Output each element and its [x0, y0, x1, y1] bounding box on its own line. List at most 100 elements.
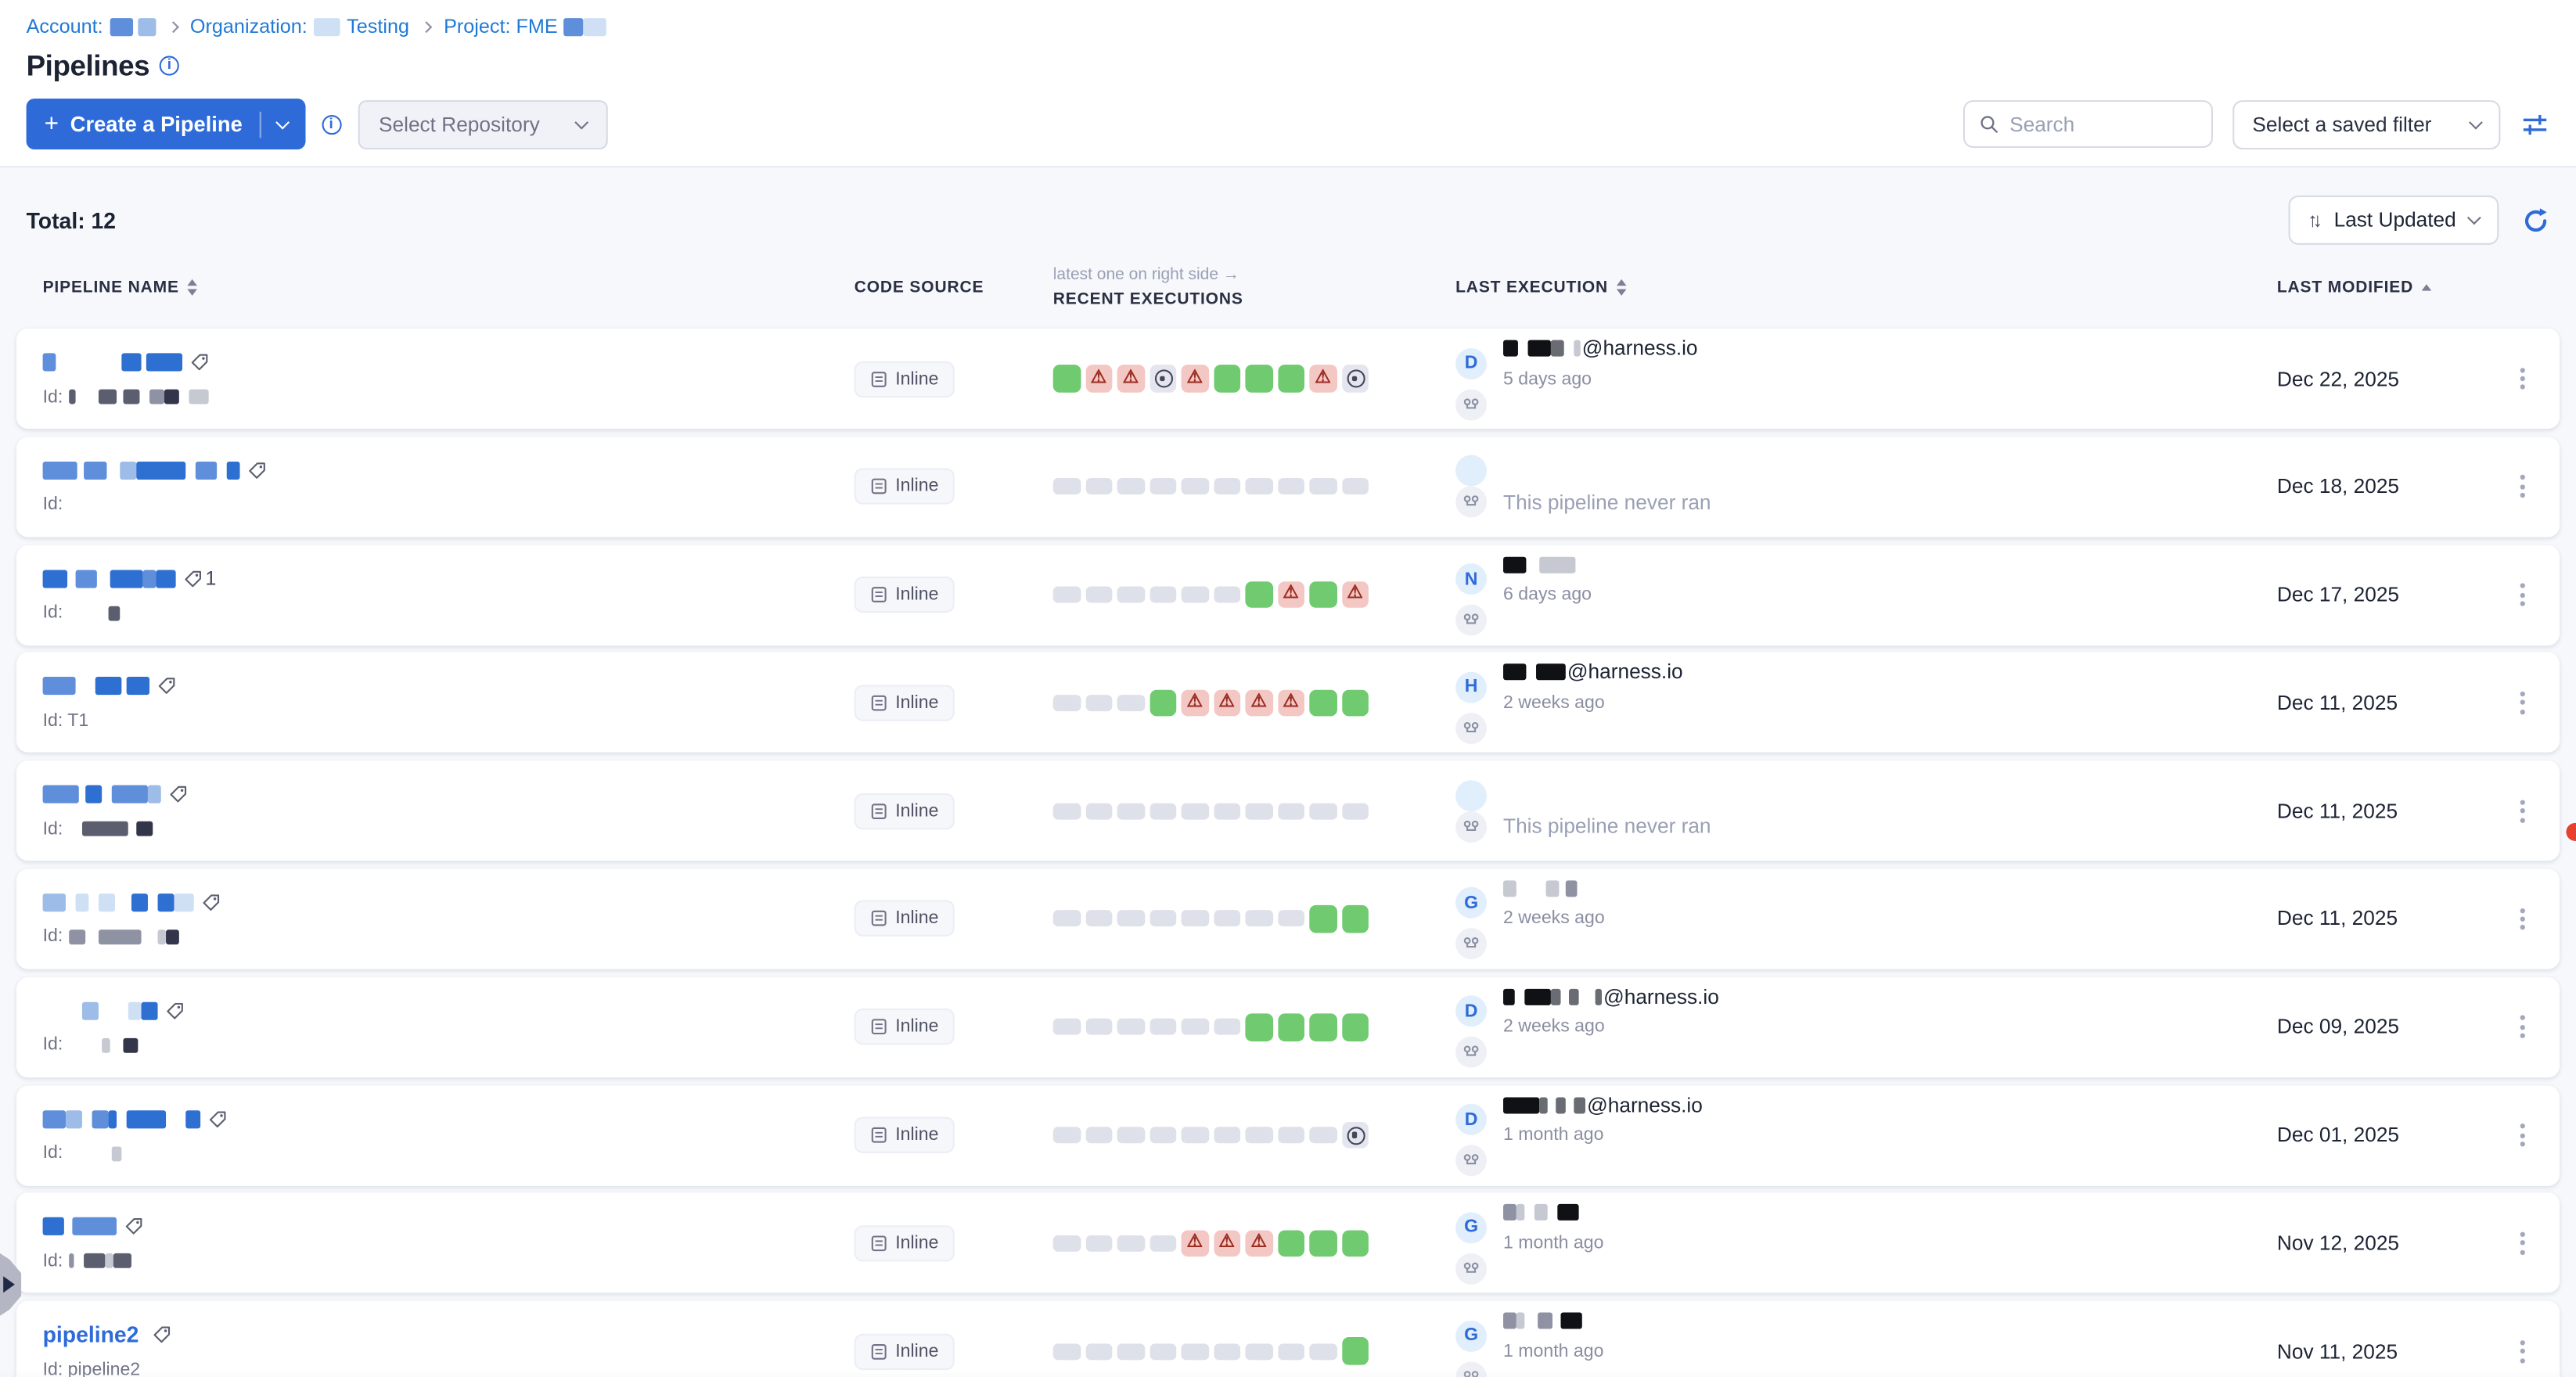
row-menu-button[interactable]: [2513, 685, 2531, 721]
pipeline-row[interactable]: 1 Id: Inline N 6 days ago: [16, 545, 2560, 645]
column-last-execution[interactable]: LAST EXECUTION: [1455, 279, 1608, 297]
last-modified-date: Dec 22, 2025: [2277, 367, 2399, 390]
execution-status-success[interactable]: [1341, 905, 1369, 933]
info-icon[interactable]: [160, 56, 179, 75]
sort-icon[interactable]: [187, 279, 197, 295]
execution-status-failed[interactable]: [1341, 581, 1369, 609]
pipeline-row[interactable]: Id: Inline D @harness.io 2 weeks ago: [16, 977, 2560, 1077]
last-execution-info: G 1 month ago: [1455, 1203, 2277, 1253]
filter-sliders-icon: [2520, 110, 2550, 139]
recent-executions-strip[interactable]: [1053, 1122, 1455, 1149]
execution-status-success[interactable]: [1309, 905, 1337, 933]
row-menu-button[interactable]: [2513, 1225, 2531, 1261]
execution-status-failed[interactable]: [1309, 365, 1337, 393]
execution-status-success[interactable]: [1341, 1338, 1369, 1365]
recent-executions-strip[interactable]: [1053, 1230, 1455, 1257]
recent-executions-strip[interactable]: [1053, 479, 1455, 495]
column-last-modified[interactable]: LAST MODIFIED: [2277, 279, 2413, 297]
search-input[interactable]: [2009, 113, 2196, 135]
code-source-label: Inline: [895, 693, 938, 713]
execution-status-failed[interactable]: [1245, 1230, 1272, 1257]
execution-status-success[interactable]: [1213, 365, 1240, 393]
execution-status-failed[interactable]: [1085, 365, 1113, 393]
execution-status-success[interactable]: [1309, 581, 1337, 609]
redacted-pipeline-name: [43, 1218, 117, 1236]
create-pipeline-button[interactable]: + Create a Pipeline: [27, 99, 305, 149]
execution-status-success[interactable]: [1309, 1013, 1337, 1041]
pipeline-row[interactable]: Id: Inline G 1 month ago: [16, 1193, 2560, 1293]
row-menu-button[interactable]: [2513, 793, 2531, 829]
execution-status-success[interactable]: [1245, 1013, 1272, 1041]
saved-filter-dropdown[interactable]: Select a saved filter: [2232, 99, 2500, 149]
row-menu-button[interactable]: [2513, 361, 2531, 397]
execution-status-success[interactable]: [1341, 689, 1369, 717]
pipeline-row[interactable]: Id: T1 Inline H @harness.io 2 weeks ago: [16, 653, 2560, 753]
pipeline-name-link[interactable]: pipeline2: [43, 1322, 139, 1346]
execution-status-failed[interactable]: [1277, 581, 1304, 609]
execution-status-success[interactable]: [1053, 365, 1081, 393]
execution-status-success[interactable]: [1245, 581, 1272, 609]
redacted-user-name: [1503, 556, 1575, 573]
execution-status-failed[interactable]: [1182, 365, 1209, 393]
execution-status-success[interactable]: [1341, 1230, 1369, 1257]
execution-status-success[interactable]: [1309, 1230, 1337, 1257]
execution-status-success[interactable]: [1277, 365, 1304, 393]
execution-status-aborted[interactable]: [1149, 365, 1177, 393]
filter-settings-button[interactable]: [2520, 110, 2550, 139]
pipeline-row[interactable]: Id: Inline: [16, 437, 2560, 537]
row-menu-button[interactable]: [2513, 577, 2531, 613]
recent-executions-strip[interactable]: [1053, 365, 1455, 393]
chevron-down-icon[interactable]: [275, 115, 289, 129]
execution-status-empty: [1149, 1235, 1177, 1252]
execution-status-failed[interactable]: [1245, 689, 1272, 717]
execution-status-failed[interactable]: [1213, 1230, 1240, 1257]
execution-status-success[interactable]: [1309, 689, 1337, 717]
pipeline-row[interactable]: pipeline2 Id: pipeline2 Inline G: [16, 1301, 2560, 1377]
sort-ascending-icon[interactable]: [2422, 284, 2432, 290]
execution-status-success[interactable]: [1277, 1013, 1304, 1041]
column-pipeline-name[interactable]: PIPELINE NAME: [43, 279, 179, 297]
recent-executions-strip[interactable]: [1053, 1013, 1455, 1041]
execution-status-empty: [1085, 911, 1113, 927]
recent-executions-strip[interactable]: [1053, 581, 1455, 609]
sort-dropdown[interactable]: ↑↓ Last Updated: [2288, 196, 2499, 245]
recent-executions-strip[interactable]: [1053, 803, 1455, 819]
pipeline-row[interactable]: Id: Inline D @harness.io 1 month ago: [16, 1085, 2560, 1185]
pipeline-row[interactable]: Id: Inline: [16, 760, 2560, 861]
breadcrumb-organization-link[interactable]: Organization:: [190, 15, 308, 38]
recent-executions-strip[interactable]: [1053, 905, 1455, 933]
execution-status-failed[interactable]: [1277, 689, 1304, 717]
execution-status-success[interactable]: [1341, 1013, 1369, 1041]
execution-status-success[interactable]: [1245, 365, 1272, 393]
sort-icon[interactable]: [1617, 279, 1627, 295]
execution-status-failed[interactable]: [1182, 689, 1209, 717]
row-menu-button[interactable]: [2513, 901, 2531, 937]
recent-executions-strip[interactable]: [1053, 1338, 1455, 1365]
execution-status-aborted[interactable]: [1341, 1122, 1369, 1149]
row-menu-button[interactable]: [2513, 469, 2531, 505]
search-box[interactable]: [1963, 100, 2213, 148]
execution-status-failed[interactable]: [1117, 365, 1145, 393]
pipeline-row[interactable]: Id: Inline D @harness.io 5 days ago: [16, 329, 2560, 429]
inline-store-icon: [871, 695, 887, 711]
row-menu-button[interactable]: [2513, 1009, 2531, 1045]
never-ran-info: [1455, 1253, 2277, 1285]
refresh-button[interactable]: [2522, 206, 2550, 234]
pipeline-row[interactable]: Id: Inline G 2 weeks ago: [16, 869, 2560, 969]
row-menu-button[interactable]: [2513, 1117, 2531, 1153]
recent-executions-strip[interactable]: [1053, 689, 1455, 717]
execution-status-failed[interactable]: [1182, 1230, 1209, 1257]
execution-status-empty: [1213, 1343, 1240, 1360]
breadcrumb-org-name-link[interactable]: Testing: [347, 15, 409, 38]
execution-status-success[interactable]: [1149, 689, 1177, 717]
breadcrumb-account-link[interactable]: Account:: [27, 15, 103, 38]
select-repository-dropdown[interactable]: Select Repository: [358, 99, 607, 149]
info-icon[interactable]: [322, 114, 341, 134]
row-menu-button[interactable]: [2513, 1333, 2531, 1369]
execution-status-failed[interactable]: [1213, 689, 1240, 717]
button-divider: [259, 111, 261, 138]
breadcrumb-project-link[interactable]: Project: FME: [444, 15, 558, 38]
execution-status-success[interactable]: [1277, 1230, 1304, 1257]
chevron-down-icon: [574, 115, 588, 129]
execution-status-aborted[interactable]: [1341, 365, 1369, 393]
